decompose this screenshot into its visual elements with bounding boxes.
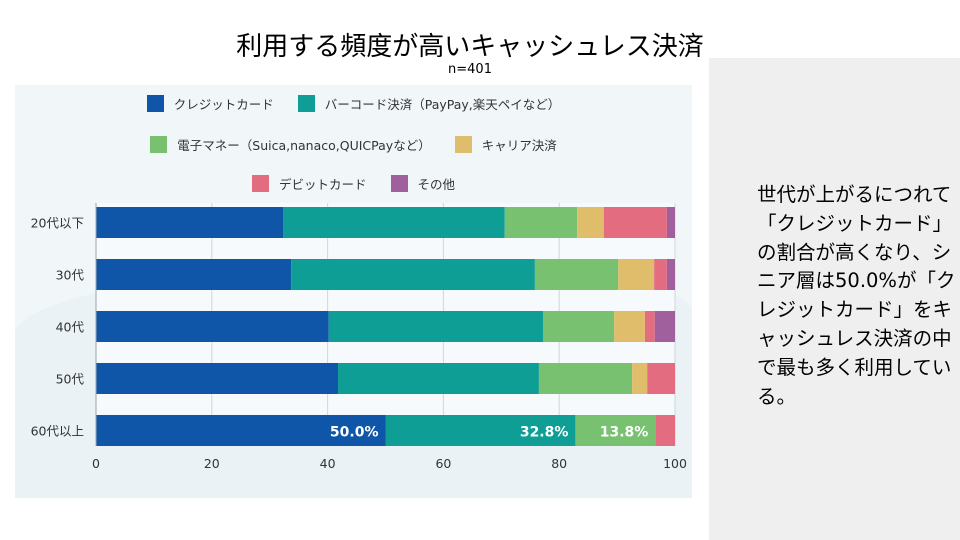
x-tick-label: 100 — [663, 456, 687, 471]
legend-item: その他 — [390, 174, 456, 193]
legend-swatch — [297, 95, 315, 112]
legend-item: 電子マネー（Suica,nanaco,QUICPayなど） — [150, 135, 431, 154]
bar-segment — [654, 259, 667, 290]
category-label: 60代以上 — [31, 424, 84, 439]
legend-row-2: 電子マネー（Suica,nanaco,QUICPayなど） キャリア決済 — [15, 135, 692, 154]
legend-label: バーコード決済（PayPay,楽天ペイなど） — [324, 97, 561, 112]
bar-segment — [575, 415, 656, 446]
legend-label: デビットカード — [278, 177, 367, 192]
bar-segment — [603, 207, 667, 238]
legend-swatch — [150, 136, 168, 153]
bar-segment — [96, 311, 329, 342]
bar-segment — [542, 311, 615, 342]
category-label: 30代 — [56, 268, 85, 283]
x-tick-label: 80 — [551, 456, 567, 471]
category-label: 50代 — [56, 372, 85, 387]
legend-swatch — [390, 175, 408, 192]
bar-segment — [644, 311, 655, 342]
bar-segment — [534, 259, 619, 290]
x-tick-label: 20 — [204, 456, 220, 471]
bar-segment — [96, 363, 339, 394]
bar-segment — [632, 363, 648, 394]
data-label: 32.8% — [520, 425, 569, 441]
bar-segment — [666, 207, 675, 238]
x-tick-label: 0 — [92, 456, 100, 471]
data-label: 50.0% — [330, 425, 379, 441]
bar-segment — [647, 363, 675, 394]
x-tick-label: 60 — [435, 456, 451, 471]
category-label: 20代以下 — [31, 216, 84, 231]
bar-segment — [338, 363, 539, 394]
data-label: 13.8% — [600, 425, 649, 441]
bar-segment — [504, 207, 578, 238]
bar-segment — [291, 259, 535, 290]
bar-segment — [96, 415, 386, 446]
bar-segment — [666, 259, 675, 290]
legend-label: その他 — [417, 177, 456, 192]
legend-label: クレジットカード — [173, 97, 274, 112]
legend-label: キャリア決済 — [481, 138, 557, 153]
summary-text: 世代が上がるにつれて「クレジットカード」の割合が高くなり、シニア層は50.0%が… — [757, 183, 956, 408]
legend-swatch — [454, 136, 472, 153]
legend-item: キャリア決済 — [454, 135, 557, 154]
summary-panel: 世代が上がるにつれて「クレジットカード」の割合が高くなり、シニア層は50.0%が… — [709, 58, 960, 540]
bar-segment — [538, 363, 633, 394]
sample-size: n=401 — [448, 62, 492, 77]
bar-segment — [654, 311, 675, 342]
slide-title: 利用する頻度が高いキャッシュレス決済 — [236, 32, 704, 62]
legend-item: バーコード決済（PayPay,楽天ペイなど） — [297, 94, 561, 113]
legend-row-1: クレジットカード バーコード決済（PayPay,楽天ペイなど） — [15, 94, 692, 113]
legend-item: デビットカード — [251, 174, 367, 193]
x-tick-label: 40 — [320, 456, 336, 471]
bar-segment — [96, 259, 292, 290]
bar-segment — [385, 415, 576, 446]
bar-segment — [283, 207, 505, 238]
bar-segment — [328, 311, 543, 342]
bar-segment — [614, 311, 645, 342]
legend-swatch — [251, 175, 269, 192]
legend-swatch — [146, 95, 164, 112]
legend-label: 電子マネー（Suica,nanaco,QUICPayなど） — [177, 138, 431, 153]
legend-item: クレジットカード — [146, 94, 274, 113]
bar-segment — [618, 259, 655, 290]
chart-panel: クレジットカード バーコード決済（PayPay,楽天ペイなど） 電子マネー（Su… — [15, 85, 692, 498]
stacked-bar-chart: 20代以下 30代 40代 50代 60代以上 0 20 40 60 80 100 50.0% 32.8… — [31, 203, 687, 471]
legend-row-3: デビットカード その他 — [15, 174, 692, 193]
bar-segment — [655, 415, 675, 446]
bar-segment — [96, 207, 284, 238]
category-label: 40代 — [56, 320, 85, 335]
bar-segment — [577, 207, 604, 238]
